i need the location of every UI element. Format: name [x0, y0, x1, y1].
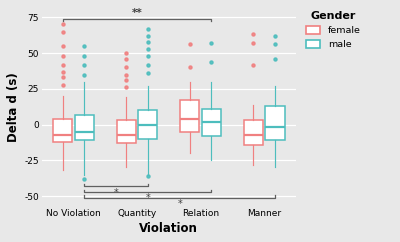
- Bar: [244, 120, 263, 145]
- Bar: [138, 110, 157, 139]
- Text: **: **: [132, 8, 142, 18]
- Bar: [75, 114, 94, 140]
- Legend: female, male: female, male: [303, 8, 364, 52]
- Text: *: *: [146, 193, 150, 203]
- Text: *: *: [177, 199, 182, 209]
- Bar: [202, 109, 221, 136]
- Y-axis label: Delta d (s): Delta d (s): [7, 72, 20, 142]
- Bar: [117, 120, 136, 143]
- Bar: [180, 100, 199, 132]
- Bar: [266, 106, 284, 140]
- X-axis label: Violation: Violation: [139, 222, 198, 235]
- Text: *: *: [114, 188, 118, 197]
- Bar: [53, 119, 72, 142]
